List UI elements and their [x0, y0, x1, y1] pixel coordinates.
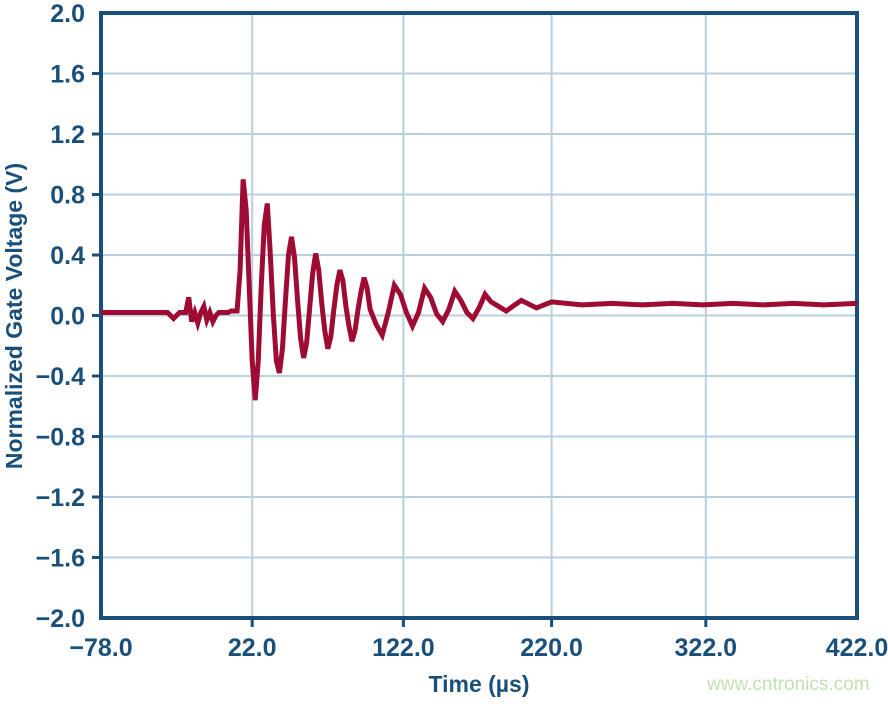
x-tick-label: −78.0: [69, 634, 132, 662]
y-tick-label: 2.0: [50, 0, 85, 28]
x-tick-label: 122.0: [372, 634, 435, 662]
y-axis-tick-labels: −2.0 −1.6 −1.2 −0.8 −0.4 0.0 0.4 0.8 1.2 1.6 2.0: [36, 0, 85, 633]
y-tick-label: −1.6: [36, 545, 85, 573]
x-tick-label: 22.0: [228, 634, 277, 662]
x-tick-label: 220.0: [520, 634, 583, 662]
x-axis-tick-labels: −78.0 22.0 122.0 220.0 322.0 422.0: [69, 634, 888, 662]
y-tick-label: 1.6: [50, 61, 85, 89]
y-axis-title: Normalized Gate Voltage (V): [1, 163, 27, 469]
horizontal-gridlines: [101, 72, 857, 559]
y-tick-label: −2.0: [36, 605, 85, 633]
y-tick-label: −0.8: [36, 424, 85, 452]
y-tick-label: 0.0: [50, 303, 85, 331]
x-tick-label: 322.0: [675, 634, 738, 662]
y-tick-label: 0.4: [50, 242, 85, 270]
y-tick-label: −0.4: [36, 363, 85, 391]
x-tick-label: 422.0: [826, 634, 888, 662]
data-series-line: [101, 179, 858, 401]
vertical-gridlines: [251, 13, 707, 618]
y-tick-label: 1.2: [50, 121, 85, 149]
x-axis-tick-marks: [250, 618, 708, 627]
x-axis-title: Time (µs): [428, 671, 529, 697]
y-axis-tick-marks: [92, 72, 101, 559]
y-tick-label: −1.2: [36, 484, 85, 512]
watermark-label: www.cntronics.com: [706, 674, 870, 695]
y-tick-label: 0.8: [50, 182, 85, 210]
